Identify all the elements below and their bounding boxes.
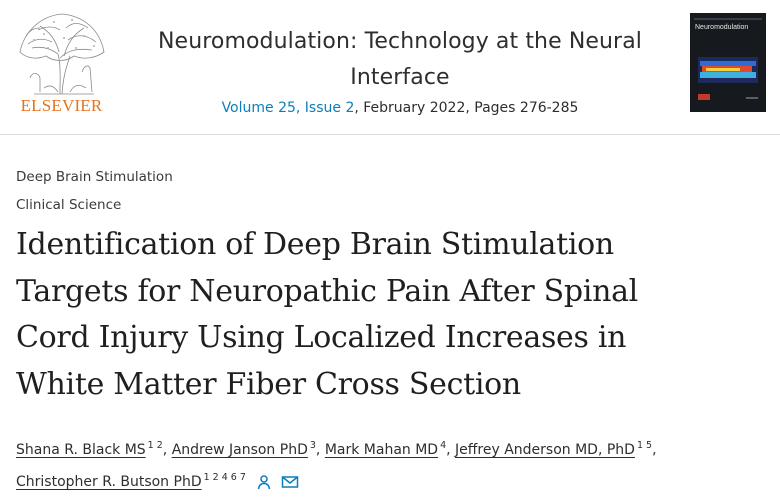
author-name[interactable]: Jeffrey Anderson MD, PhD [455, 442, 635, 458]
journal-info: Neuromodulation: Technology at the Neura… [130, 24, 670, 116]
author-separator: , [315, 442, 325, 458]
article-title: Identification of Deep Brain Stimulation… [16, 222, 756, 408]
author-affiliation-refs: 3 [309, 440, 316, 451]
issue-link[interactable]: Volume 25, Issue 2 [221, 100, 355, 116]
author-separator: , [162, 442, 172, 458]
author-item[interactable]: Jeffrey Anderson MD, PhD 1 5 [455, 440, 653, 458]
article-title-line: Targets for Neuropathic Pain After Spina… [16, 273, 638, 309]
issue-date-pages: , February 2022, Pages 276-285 [354, 100, 579, 116]
author-affiliation-refs: 1 2 4 6 7 [203, 472, 246, 483]
journal-title-line: Neuromodulation: Technology at the Neura… [158, 29, 642, 54]
author-item[interactable]: Shana R. Black MS 1 2 [16, 440, 163, 458]
author-separator: , [446, 442, 456, 458]
journal-title[interactable]: Neuromodulation: Technology at the Neura… [130, 24, 670, 96]
author-item[interactable]: Andrew Janson PhD 3 [171, 440, 316, 458]
author-item[interactable]: Christopher R. Butson PhD 1 2 4 6 7 [16, 472, 246, 490]
issue-info: Volume 25, Issue 2, February 2022, Pages… [130, 100, 670, 116]
elsevier-wordmark: ELSEVIER [20, 96, 103, 115]
author-separator: , [652, 442, 657, 458]
cover-artwork [694, 18, 762, 100]
article-title-line: Identification of Deep Brain Stimulation [16, 227, 614, 262]
elsevier-tree-icon [19, 13, 105, 95]
article-subsection[interactable]: Clinical Science [16, 197, 122, 213]
article-title-line: Cord Injury Using Localized Increases in [16, 320, 627, 355]
author-line: Christopher R. Butson PhD 1 2 4 6 7 [16, 464, 766, 500]
author-name[interactable]: Mark Mahan MD [324, 442, 439, 458]
article-title-line: White Matter Fiber Cross Section [16, 366, 521, 402]
envelope-icon[interactable] [281, 472, 299, 500]
cover-title: Neuromodulation [695, 24, 749, 31]
header-divider [0, 134, 780, 135]
journal-header: ELSEVIER Neuromodulation: Technology at … [0, 0, 780, 140]
author-affiliation-refs: 1 2 [147, 440, 163, 451]
author-affiliation-refs: 1 5 [636, 440, 653, 451]
author-affiliation-refs: 4 [440, 440, 447, 451]
author-name[interactable]: Christopher R. Butson PhD [16, 474, 202, 490]
author-list: Shana R. Black MS 1 2, Andrew Janson PhD 3… [16, 432, 766, 500]
author-item[interactable]: Mark Mahan MD 4 [324, 440, 447, 458]
person-icon[interactable] [256, 472, 272, 500]
author-line: Shana R. Black MS 1 2, Andrew Janson PhD 3… [16, 432, 766, 464]
article-section[interactable]: Deep Brain Stimulation [16, 169, 173, 185]
journal-title-line: Interface [350, 65, 450, 90]
elsevier-logo[interactable]: ELSEVIER [14, 8, 109, 118]
author-name[interactable]: Shana R. Black MS [16, 442, 146, 458]
author-name[interactable]: Andrew Janson PhD [171, 442, 308, 458]
journal-cover-image[interactable]: Neuromodulation [690, 13, 766, 112]
